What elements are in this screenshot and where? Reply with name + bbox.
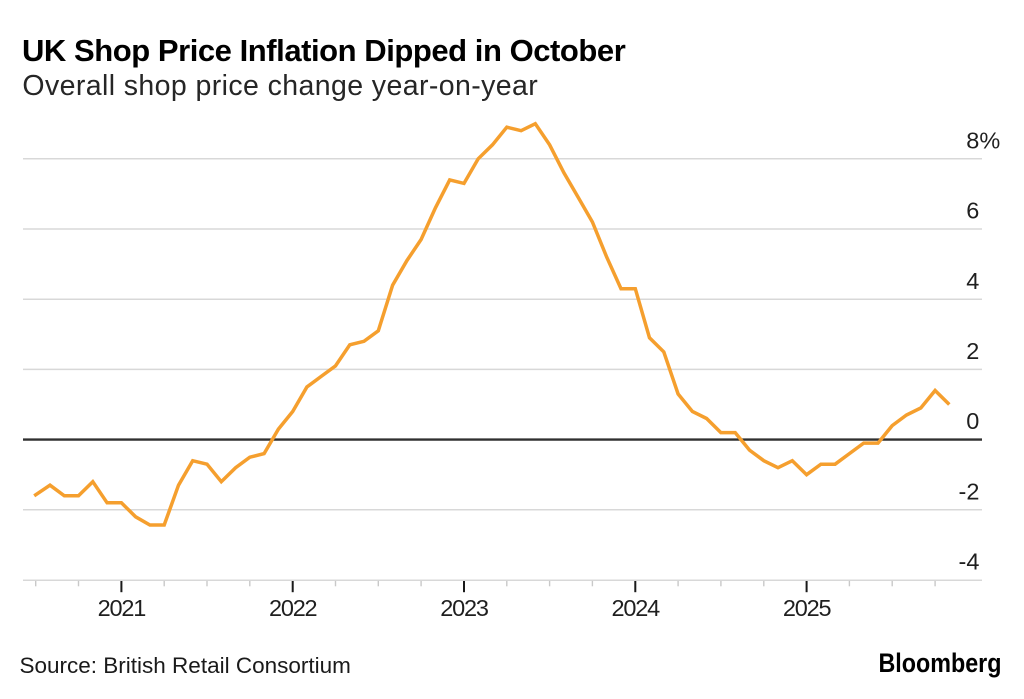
svg-text:2022: 2022: [269, 595, 317, 621]
svg-text:6: 6: [966, 198, 979, 224]
svg-text:2024: 2024: [612, 595, 661, 621]
svg-text:2023: 2023: [440, 595, 489, 621]
svg-text:0: 0: [966, 408, 979, 434]
svg-text:2: 2: [966, 338, 979, 364]
svg-text:Bloomberg: Bloomberg: [878, 649, 1001, 679]
svg-text:Overall shop price change year: Overall shop price change year-on-year: [22, 70, 538, 102]
svg-text:UK Shop Price Inflation Dipped: UK Shop Price Inflation Dipped in Octobe…: [22, 33, 626, 68]
svg-text:-4: -4: [959, 549, 980, 575]
svg-text:2025: 2025: [783, 595, 832, 621]
svg-text:-2: -2: [959, 478, 980, 504]
svg-text:Source: British Retail Consort: Source: British Retail Consortium: [20, 653, 351, 678]
svg-text:8%: 8%: [966, 127, 1000, 153]
svg-text:2021: 2021: [98, 595, 146, 621]
svg-text:4: 4: [966, 268, 979, 294]
